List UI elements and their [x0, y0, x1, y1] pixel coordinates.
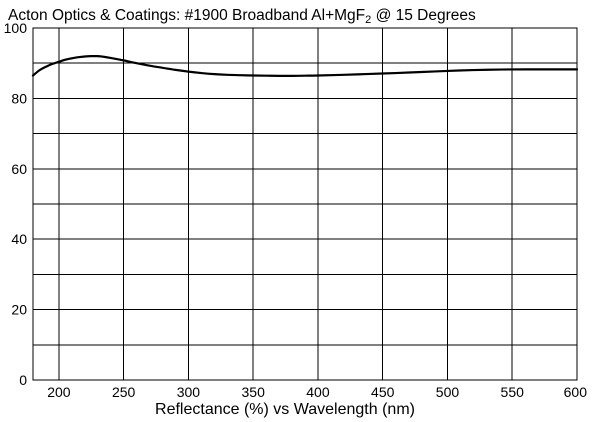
x-tick-label-200: 200 [47, 384, 71, 400]
chart-title: Acton Optics & Coatings: #1900 Broadband… [8, 7, 476, 26]
y-tick-label-40: 40 [11, 231, 27, 247]
y-tick-labels: 0 20 40 60 80 100 [4, 20, 28, 388]
chart-title-tail: @ 15 Degrees [371, 7, 476, 24]
y-tick-label-80: 80 [11, 90, 27, 106]
x-tick-label-350: 350 [242, 384, 266, 400]
x-tick-label-500: 500 [436, 384, 460, 400]
chart-title-subscript: 2 [365, 14, 371, 26]
x-axis-label: Reflectance (%) vs Wavelength (nm) [155, 401, 415, 418]
chart-title-main: Acton Optics & Coatings: #1900 Broadband… [8, 7, 365, 24]
y-tick-label-100: 100 [4, 20, 28, 36]
x-tick-labels: 200 250 300 350 400 450 500 550 600 [47, 384, 587, 400]
y-tick-label-0: 0 [19, 372, 27, 388]
x-tick-label-550: 550 [501, 384, 525, 400]
plot-frame [32, 27, 578, 381]
x-tick-label-600: 600 [564, 384, 588, 400]
x-tick-label-400: 400 [306, 384, 330, 400]
reflectance-line-series-0 [31, 54, 579, 77]
grid-layer [33, 27, 577, 380]
x-tick-label-300: 300 [177, 384, 201, 400]
x-tick-label-250: 250 [112, 384, 136, 400]
y-tick-label-60: 60 [11, 161, 27, 177]
x-tick-label-450: 450 [371, 384, 395, 400]
series-layer [31, 54, 579, 77]
y-tick-label-20: 20 [11, 302, 27, 318]
